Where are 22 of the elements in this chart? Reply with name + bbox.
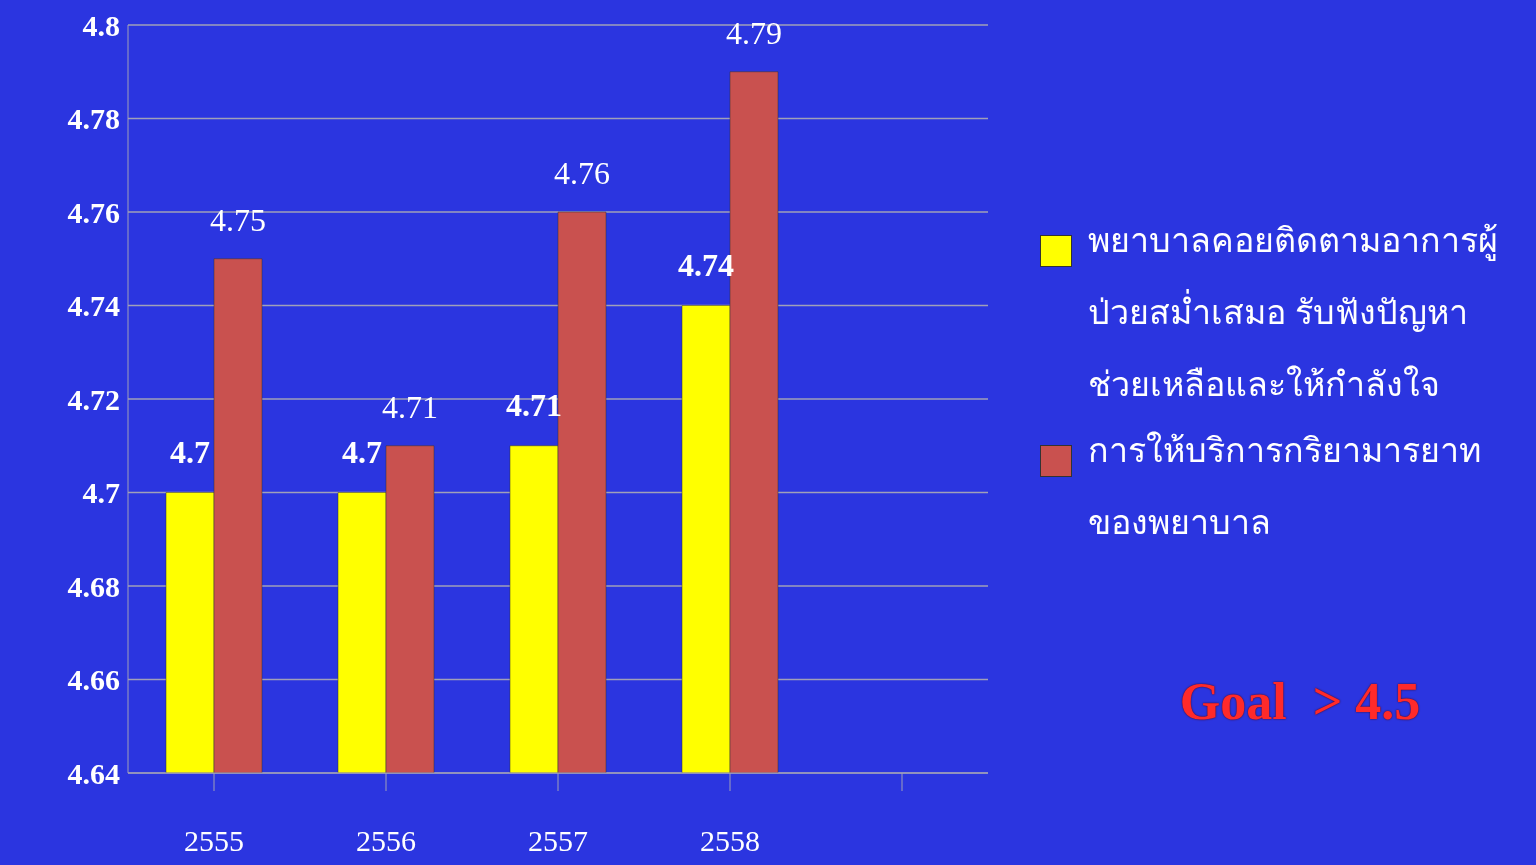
y-tick-label: 4.66 <box>67 663 120 697</box>
x-tick-label: 2557 <box>528 824 588 857</box>
legend-label: พยาบาลคอยติดตามอาการผู้ป่วยสม่ำเสมอ รับฟังปัญหาช่วยเหลือและให้กำลังใจ <box>1088 221 1498 405</box>
data-label: 4.7 <box>342 433 382 470</box>
data-label: 4.7 <box>170 433 210 470</box>
data-label: 4.71 <box>382 388 438 425</box>
y-tick-label: 4.7 <box>82 476 120 510</box>
x-tick-label: 2555 <box>184 824 244 857</box>
y-tick-label: 4.72 <box>67 382 120 416</box>
y-tick-label: 4.68 <box>67 569 120 603</box>
text: Goal > 4.5 <box>1178 672 1422 731</box>
x-tick-label: 2558 <box>700 824 760 857</box>
y-tick-label: 4.64 <box>67 756 120 790</box>
data-label: 4.75 <box>210 201 266 238</box>
y-tick-label: 4.74 <box>67 289 120 323</box>
x-tick-label: 2556 <box>356 824 416 857</box>
y-tick-label: 4.78 <box>67 102 120 136</box>
data-label: 4.79 <box>726 14 782 51</box>
y-tick-label: 4.8 <box>82 8 120 42</box>
y-tick-label: 4.76 <box>67 195 120 229</box>
data-label: 4.76 <box>554 155 610 191</box>
legend-label: การให้บริการกริยามารยาทของพยาบาล <box>1088 430 1482 543</box>
